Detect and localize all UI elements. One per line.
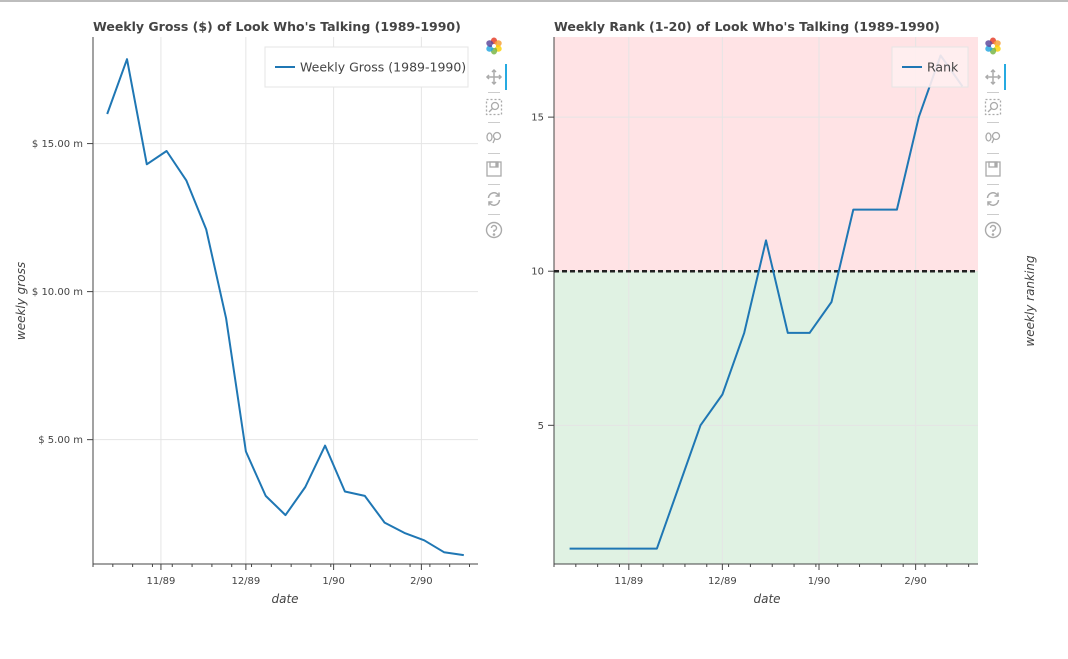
active-tool-indicator: [1004, 64, 1006, 90]
y-tick-label: 10: [531, 267, 544, 278]
reset-icon[interactable]: [980, 188, 1006, 210]
box-zoom-icon[interactable]: [481, 96, 507, 118]
bokeh-logo-icon[interactable]: [481, 35, 507, 57]
weekly-gross-chart: Weekly Gross ($) of Look Who's Talking (…: [14, 19, 478, 606]
x-tick-label: 11/89: [614, 576, 643, 587]
active-tool-indicator: [505, 64, 507, 90]
help-icon[interactable]: [481, 219, 507, 241]
toolbar-separator: [488, 122, 500, 123]
x-tick-label: 2/90: [904, 576, 926, 587]
reset-icon[interactable]: [481, 188, 507, 210]
save-icon[interactable]: [481, 158, 507, 180]
below-threshold-band: [554, 271, 978, 564]
y-tick-label: $ 15.00 m: [32, 139, 83, 150]
y-axis-label: weekly gross: [14, 262, 28, 340]
bokeh-logo-icon[interactable]: [980, 35, 1006, 57]
top-divider: [0, 0, 1068, 2]
box-zoom-icon[interactable]: [980, 96, 1006, 118]
plot-area[interactable]: 11/89 12/89 1/90 2/90 5 10 15 Rank: [531, 37, 978, 587]
y-tick-label: $ 10.00 m: [32, 287, 83, 298]
legend-box: [264, 46, 469, 88]
toolbar-separator: [987, 184, 999, 185]
pan-icon[interactable]: [980, 66, 1006, 88]
y-tick-label: 5: [538, 421, 544, 432]
legend[interactable]: Rank: [891, 46, 969, 88]
toolbar-separator: [987, 214, 999, 215]
weekly-rank-chart-panel: Weekly Rank (1-20) of Look Who's Talking…: [510, 0, 1068, 640]
x-tick-label: 12/89: [231, 576, 260, 587]
x-tick-label: 1/90: [322, 576, 344, 587]
legend-label: Weekly Gross (1989-1990): [300, 60, 466, 75]
legend-label: Rank: [927, 60, 959, 75]
x-axis-label: date: [271, 592, 298, 606]
toolbar-separator: [987, 122, 999, 123]
chart-title: Weekly Gross ($) of Look Who's Talking (…: [93, 19, 461, 34]
weekly-gross-chart-panel: Weekly Gross ($) of Look Who's Talking (…: [0, 0, 510, 640]
x-axis-label: date: [753, 592, 780, 606]
toolbar-separator: [987, 92, 999, 93]
plot-area[interactable]: 11/89 12/89 1/90 2/90 $ 5.00 m $ 10.00 m $ 15.…: [32, 37, 478, 587]
toolbar-separator: [987, 153, 999, 154]
chart-title: Weekly Rank (1-20) of Look Who's Talking…: [554, 19, 940, 34]
toolbar-separator: [488, 153, 500, 154]
wheel-zoom-icon[interactable]: [980, 127, 1006, 149]
x-tick-label: 11/89: [147, 576, 176, 587]
help-icon[interactable]: [980, 219, 1006, 241]
weekly-rank-chart: Weekly Rank (1-20) of Look Who's Talking…: [531, 19, 1037, 606]
toolbar-separator: [488, 214, 500, 215]
x-tick-label: 12/89: [708, 576, 737, 587]
legend[interactable]: Weekly Gross (1989-1990): [264, 46, 469, 88]
y-tick-label: 15: [531, 113, 544, 124]
toolbar-separator: [488, 184, 500, 185]
y-tick-label: $ 5.00 m: [38, 435, 83, 446]
x-tick-label: 2/90: [410, 576, 432, 587]
toolbar-separator: [488, 92, 500, 93]
y-axis-label: weekly ranking: [1023, 255, 1037, 347]
save-icon[interactable]: [980, 158, 1006, 180]
pan-icon[interactable]: [481, 66, 507, 88]
series-line[interactable]: [569, 54, 964, 550]
wheel-zoom-icon[interactable]: [481, 127, 507, 149]
series-line[interactable]: [106, 58, 464, 557]
x-tick-label: 1/90: [808, 576, 830, 587]
